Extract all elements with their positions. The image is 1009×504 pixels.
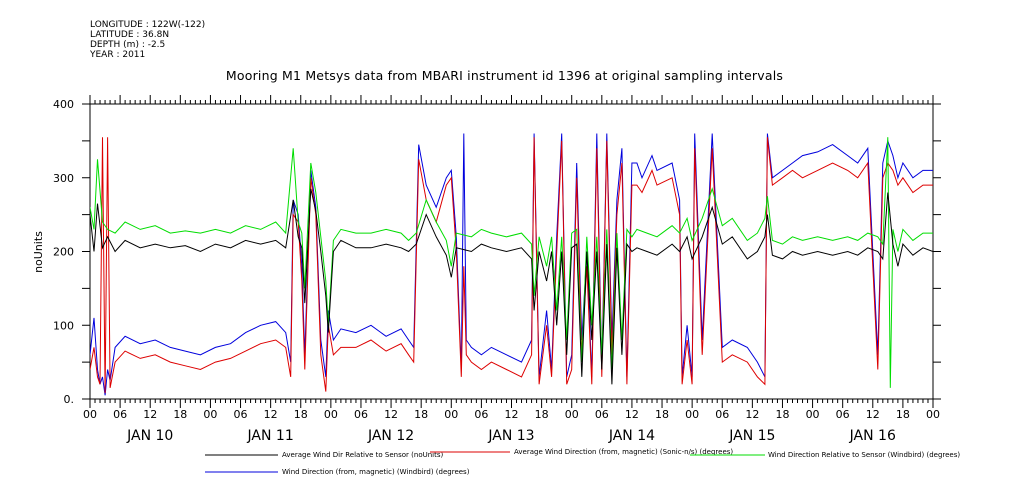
x-hour-label: 00 xyxy=(685,408,699,421)
x-hour-label: 18 xyxy=(294,408,308,421)
depth-label: DEPTH (m) : -2.5 xyxy=(90,40,166,50)
x-hour-label: 06 xyxy=(595,408,609,421)
series-line-2 xyxy=(90,137,933,394)
x-hour-label: 12 xyxy=(264,408,278,421)
x-day-label: JAN 15 xyxy=(728,428,775,444)
x-hour-label: 12 xyxy=(143,408,157,421)
x-day-label: JAN 10 xyxy=(126,428,173,444)
plot-frame xyxy=(89,103,934,400)
x-hour-label: 00 xyxy=(926,408,940,421)
x-hour-label: 18 xyxy=(655,408,669,421)
x-hour-label: 18 xyxy=(775,408,789,421)
x-hour-label: 12 xyxy=(745,408,759,421)
x-hour-label: 06 xyxy=(354,408,368,421)
x-hour-label: 12 xyxy=(866,408,880,421)
x-hour-label: 18 xyxy=(896,408,910,421)
series-line-3 xyxy=(90,137,933,388)
y-tick-label: 0. xyxy=(64,393,75,406)
y-tick-label: 100 xyxy=(53,319,74,332)
station-metadata: LONGITUDE : 122W(-122) LATITUDE : 36.8N … xyxy=(90,20,205,60)
x-hour-label: 00 xyxy=(203,408,217,421)
x-hour-label: 00 xyxy=(444,408,458,421)
y-tick-label: 400 xyxy=(53,98,74,111)
x-hour-label: 00 xyxy=(806,408,820,421)
x-day-label: JAN 11 xyxy=(247,428,294,444)
latitude-label: LATITUDE : 36.8N xyxy=(90,30,170,40)
x-day-label: JAN 12 xyxy=(367,428,414,444)
x-hour-label: 06 xyxy=(715,408,729,421)
x-day-label: JAN 16 xyxy=(849,428,896,444)
x-hour-label: 18 xyxy=(173,408,187,421)
y-axis-label: noUnits xyxy=(32,231,45,273)
x-hour-label: 06 xyxy=(234,408,248,421)
x-hour-label: 00 xyxy=(324,408,338,421)
x-hour-label: 00 xyxy=(565,408,579,421)
x-day-label: JAN 13 xyxy=(487,428,534,444)
chart-title: Mooring M1 Metsys data from MBARI instru… xyxy=(225,68,784,83)
series-line-4 xyxy=(90,133,933,396)
x-hour-label: 18 xyxy=(535,408,549,421)
legend-label-1: Average Wind Dir Relative to Sensor (noU… xyxy=(282,451,443,459)
y-tick-label: 200 xyxy=(53,246,74,259)
x-hour-label: 06 xyxy=(474,408,488,421)
x-hour-label: 18 xyxy=(414,408,428,421)
x-hour-label: 12 xyxy=(625,408,639,421)
longitude-label: LONGITUDE : 122W(-122) xyxy=(90,20,206,30)
x-hour-label: 12 xyxy=(384,408,398,421)
legend-label-3: Wind Direction Relative to Sensor (Windb… xyxy=(768,451,960,459)
x-day-label: JAN 14 xyxy=(608,428,655,444)
x-hour-label: 12 xyxy=(505,408,519,421)
legend-label-2: Average Wind Direction (from, magnetic) … xyxy=(514,448,733,456)
y-tick-label: 300 xyxy=(53,172,74,185)
x-hour-label: 00 xyxy=(83,408,97,421)
legend-label-4: Wind Direction (from, magnetic) (Windbir… xyxy=(282,468,470,476)
x-hour-label: 06 xyxy=(836,408,850,421)
series-line-1 xyxy=(90,188,933,385)
x-hour-label: 06 xyxy=(113,408,127,421)
year-label: YEAR : 2011 xyxy=(90,50,146,60)
